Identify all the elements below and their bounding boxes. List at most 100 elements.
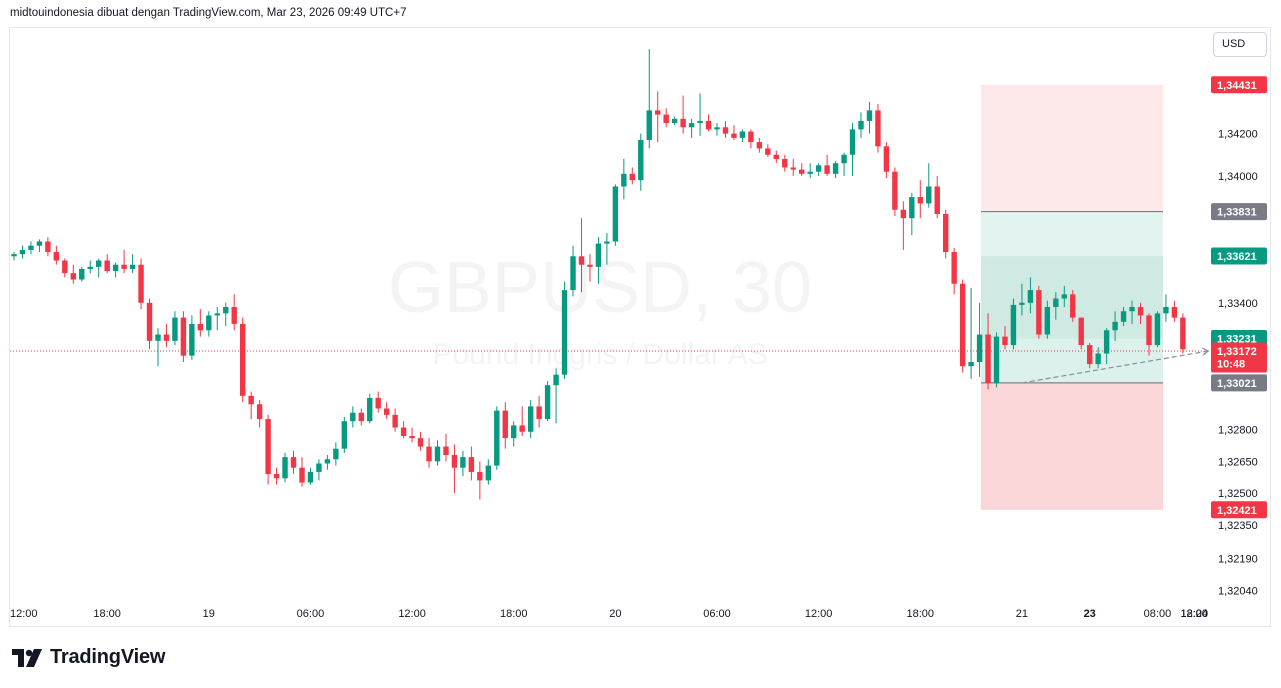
- price-badge[interactable]: 1,34431: [1211, 76, 1267, 94]
- candle[interactable]: [951, 247, 957, 295]
- candle[interactable]: [841, 152, 847, 176]
- candle[interactable]: [688, 118, 695, 138]
- candle[interactable]: [807, 163, 813, 179]
- candle[interactable]: [460, 450, 466, 477]
- candle[interactable]: [19, 245, 26, 259]
- candle[interactable]: [926, 163, 932, 208]
- candle[interactable]: [451, 444, 458, 494]
- candle[interactable]: [163, 323, 170, 348]
- candle[interactable]: [976, 302, 983, 377]
- candle[interactable]: [1086, 342, 1093, 369]
- candle[interactable]: [214, 307, 220, 331]
- candle[interactable]: [866, 101, 873, 134]
- candle[interactable]: [849, 123, 856, 176]
- candle[interactable]: [917, 180, 923, 219]
- candle[interactable]: [45, 237, 51, 257]
- price-badge[interactable]: 1,33621: [1211, 247, 1267, 265]
- price-badge[interactable]: 1,32421: [1211, 501, 1267, 519]
- candle[interactable]: [129, 254, 136, 274]
- candle[interactable]: [367, 393, 373, 424]
- candle[interactable]: [815, 163, 822, 176]
- target-zone-lower[interactable]: [981, 338, 1163, 383]
- candle[interactable]: [1078, 317, 1084, 350]
- candle[interactable]: [756, 137, 763, 153]
- candle[interactable]: [36, 239, 43, 253]
- candle[interactable]: [375, 391, 381, 413]
- candle[interactable]: [748, 129, 754, 149]
- candle[interactable]: [621, 159, 627, 200]
- candle[interactable]: [782, 154, 788, 172]
- candle[interactable]: [79, 266, 85, 282]
- candle[interactable]: [223, 302, 229, 327]
- candle[interactable]: [892, 167, 898, 217]
- tradingview-logo[interactable]: TradingView: [12, 646, 165, 669]
- candle[interactable]: [1070, 290, 1076, 322]
- candle[interactable]: [172, 311, 178, 346]
- candle[interactable]: [671, 116, 678, 126]
- candle[interactable]: [70, 264, 76, 284]
- candle[interactable]: [1163, 294, 1169, 322]
- candle[interactable]: [28, 241, 34, 255]
- candle[interactable]: [773, 150, 779, 164]
- candle[interactable]: [587, 254, 593, 282]
- candle[interactable]: [1137, 302, 1144, 324]
- candle[interactable]: [519, 406, 525, 436]
- target-zone-upper[interactable]: [981, 211, 1163, 257]
- candle[interactable]: [1120, 307, 1127, 327]
- candle[interactable]: [282, 452, 288, 483]
- candle[interactable]: [273, 467, 280, 485]
- candle[interactable]: [909, 192, 915, 236]
- candle[interactable]: [858, 112, 864, 138]
- candle[interactable]: [409, 427, 415, 443]
- candle[interactable]: [434, 440, 441, 466]
- candle[interactable]: [959, 279, 966, 373]
- candle[interactable]: [248, 391, 254, 420]
- candle[interactable]: [256, 400, 263, 428]
- candle[interactable]: [527, 400, 534, 439]
- candle[interactable]: [307, 467, 314, 485]
- candle[interactable]: [189, 315, 195, 360]
- candle[interactable]: [561, 281, 568, 379]
- candle[interactable]: [426, 438, 432, 468]
- candle[interactable]: [511, 421, 517, 447]
- candle[interactable]: [53, 245, 60, 265]
- candle[interactable]: [146, 298, 153, 350]
- candle[interactable]: [595, 237, 602, 284]
- candle[interactable]: [206, 311, 212, 337]
- candle[interactable]: [1044, 300, 1051, 339]
- candle[interactable]: [180, 311, 187, 362]
- currency-button[interactable]: USD: [1213, 32, 1267, 57]
- candle[interactable]: [1053, 292, 1059, 320]
- candle[interactable]: [578, 218, 585, 293]
- candle[interactable]: [985, 313, 991, 390]
- candle[interactable]: [350, 406, 356, 428]
- candle[interactable]: [87, 260, 93, 274]
- candle[interactable]: [341, 416, 348, 453]
- candle[interactable]: [121, 249, 127, 274]
- candle[interactable]: [104, 254, 110, 274]
- candle[interactable]: [299, 457, 305, 487]
- candle[interactable]: [900, 201, 907, 250]
- candle[interactable]: [231, 294, 237, 331]
- candle[interactable]: [638, 133, 644, 191]
- candle[interactable]: [392, 408, 398, 432]
- candle[interactable]: [1010, 298, 1017, 350]
- candle[interactable]: [544, 381, 551, 422]
- candle[interactable]: [536, 395, 542, 428]
- candle[interactable]: [968, 287, 974, 379]
- candle[interactable]: [722, 120, 729, 138]
- candle[interactable]: [1146, 313, 1152, 356]
- candle[interactable]: [494, 406, 500, 470]
- price-badge[interactable]: 1,33021: [1211, 374, 1267, 392]
- candle[interactable]: [239, 317, 246, 403]
- candle[interactable]: [502, 402, 508, 449]
- candle[interactable]: [468, 446, 475, 481]
- candle[interactable]: [477, 461, 483, 500]
- stop-zone-lower[interactable]: [981, 382, 1163, 510]
- candle[interactable]: [1027, 277, 1034, 314]
- candle[interactable]: [316, 459, 322, 481]
- candle[interactable]: [646, 49, 652, 149]
- candle[interactable]: [875, 104, 881, 153]
- candle[interactable]: [1036, 285, 1042, 339]
- candle[interactable]: [604, 233, 610, 265]
